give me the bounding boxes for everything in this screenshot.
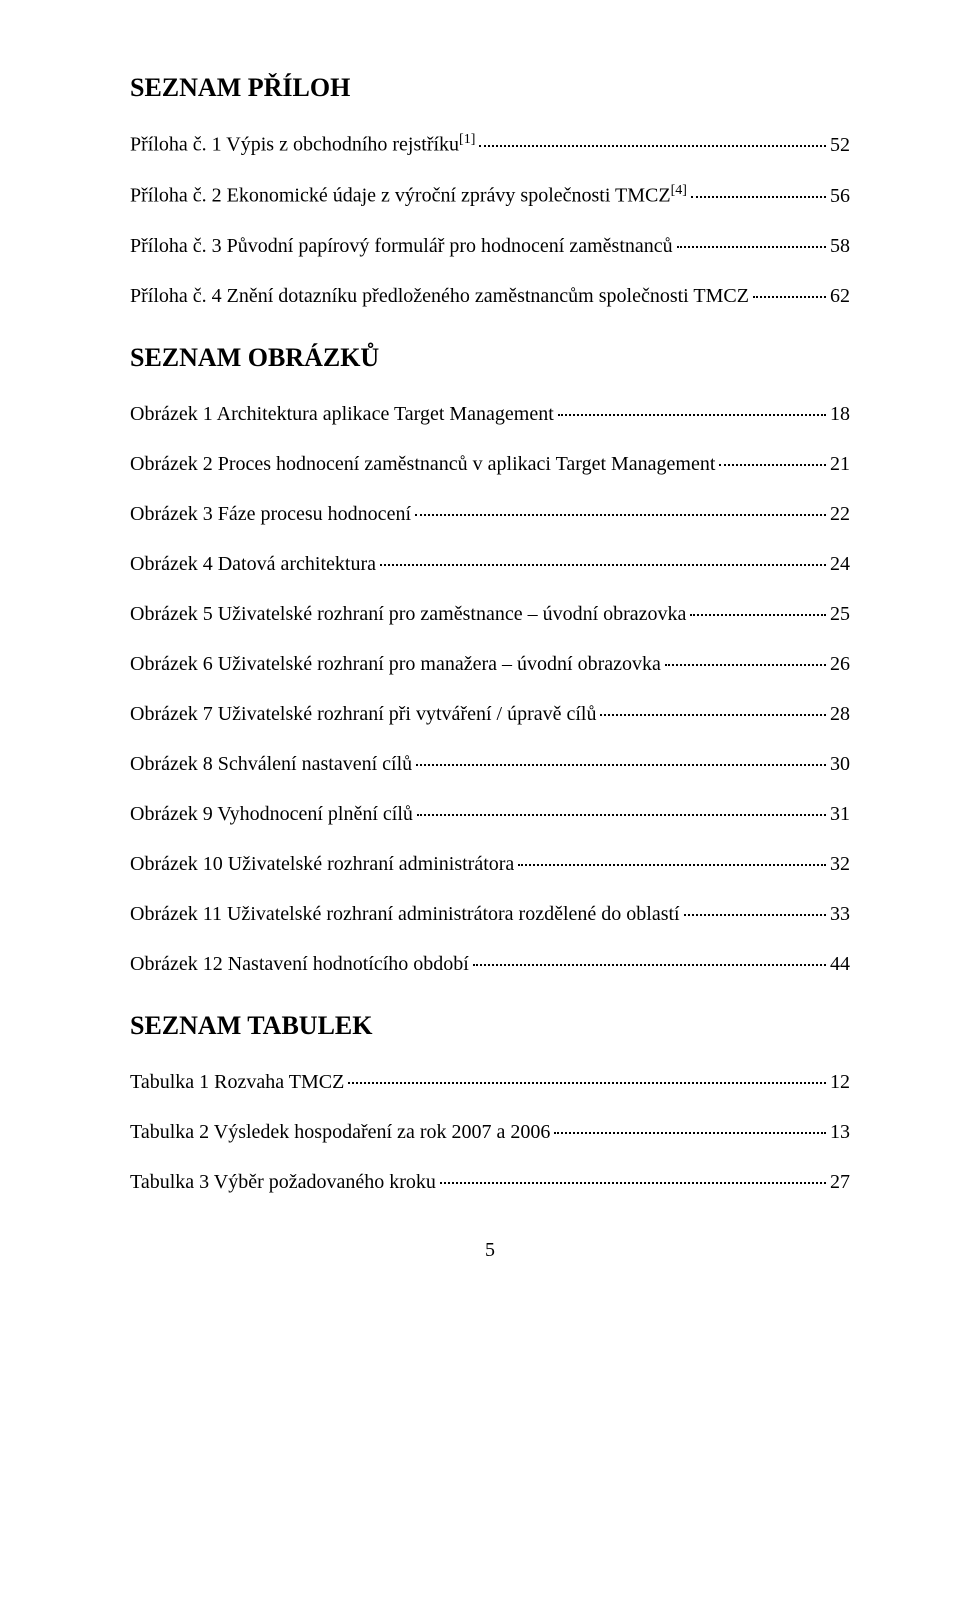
toc-entry: Obrázek 9 Vyhodnocení plnění cílů 31: [130, 800, 850, 828]
toc-entry-leader: [416, 764, 826, 766]
toc-entry: Obrázek 3 Fáze procesu hodnocení 22: [130, 500, 850, 528]
toc-entry-page: 24: [830, 550, 850, 578]
toc-entry-leader: [719, 464, 826, 466]
toc-entry-page: 52: [830, 131, 850, 159]
toc-entry: Tabulka 3 Výběr požadovaného kroku 27: [130, 1168, 850, 1196]
toc-entry-page: 33: [830, 900, 850, 928]
toc-entry-label: Příloha č. 2 Ekonomické údaje z výroční …: [130, 181, 687, 210]
toc-entry-label: Příloha č. 1 Výpis z obchodního rejstřík…: [130, 130, 475, 159]
toc-entry-label: Obrázek 1 Architektura aplikace Target M…: [130, 400, 554, 428]
toc-entry-leader: [380, 564, 826, 566]
toc-entry-label: Obrázek 9 Vyhodnocení plnění cílů: [130, 800, 413, 828]
toc-entry-leader: [479, 145, 826, 147]
toc-entry: Příloha č. 1 Výpis z obchodního rejstřík…: [130, 130, 850, 159]
toc-entry-leader: [415, 514, 826, 516]
toc-entry-sup: [1]: [459, 132, 475, 147]
toc-entry-page: 58: [830, 232, 850, 260]
toc-entry: Obrázek 6 Uživatelské rozhraní pro manaž…: [130, 650, 850, 678]
toc-entry-page: 21: [830, 450, 850, 478]
toc-entry-sup: [4]: [671, 183, 687, 198]
toc-entry-leader: [690, 614, 826, 616]
toc-entry-page: 56: [830, 182, 850, 210]
toc-entry-label: Obrázek 6 Uživatelské rozhraní pro manaž…: [130, 650, 661, 678]
prilohy-list: Příloha č. 1 Výpis z obchodního rejstřík…: [130, 130, 850, 309]
toc-entry-page: 18: [830, 400, 850, 428]
toc-entry-label: Obrázek 5 Uživatelské rozhraní pro zaměs…: [130, 600, 686, 628]
toc-entry: Příloha č. 4 Znění dotazníku předloženéh…: [130, 282, 850, 310]
toc-entry-leader: [677, 246, 826, 248]
toc-entry-label: Tabulka 1 Rozvaha TMCZ: [130, 1068, 344, 1096]
toc-entry-page: 31: [830, 800, 850, 828]
toc-entry: Obrázek 10 Uživatelské rozhraní administ…: [130, 850, 850, 878]
toc-entry: Obrázek 12 Nastavení hodnotícího období 4…: [130, 950, 850, 978]
toc-entry: Obrázek 1 Architektura aplikace Target M…: [130, 400, 850, 428]
toc-entry-leader: [691, 196, 826, 198]
toc-entry-label: Obrázek 8 Schválení nastavení cílů: [130, 750, 412, 778]
toc-entry: Obrázek 5 Uživatelské rozhraní pro zaměs…: [130, 600, 850, 628]
toc-entry-leader: [600, 714, 826, 716]
toc-entry-leader: [684, 914, 826, 916]
obrazky-list: Obrázek 1 Architektura aplikace Target M…: [130, 400, 850, 978]
toc-entry-page: 22: [830, 500, 850, 528]
toc-entry-label: Příloha č. 3 Původní papírový formulář p…: [130, 232, 673, 260]
toc-entry: Obrázek 11 Uživatelské rozhraní administ…: [130, 900, 850, 928]
toc-entry-leader: [753, 296, 826, 298]
toc-entry-label: Obrázek 10 Uživatelské rozhraní administ…: [130, 850, 514, 878]
toc-entry-page: 26: [830, 650, 850, 678]
toc-entry-leader: [558, 414, 826, 416]
toc-entry: Obrázek 8 Schválení nastavení cílů 30: [130, 750, 850, 778]
toc-entry: Příloha č. 3 Původní papírový formulář p…: [130, 232, 850, 260]
toc-entry-label: Tabulka 2 Výsledek hospodaření za rok 20…: [130, 1118, 550, 1146]
toc-entry-label: Tabulka 3 Výběr požadovaného kroku: [130, 1168, 436, 1196]
heading-seznam-obrazku: SEZNAM OBRÁZKŮ: [130, 340, 850, 376]
toc-entry-page: 27: [830, 1168, 850, 1196]
toc-entry: Obrázek 4 Datová architektura 24: [130, 550, 850, 578]
toc-entry-leader: [440, 1182, 826, 1184]
toc-entry-page: 62: [830, 282, 850, 310]
toc-entry-label: Obrázek 3 Fáze procesu hodnocení: [130, 500, 411, 528]
toc-entry-leader: [473, 964, 826, 966]
toc-entry-label: Obrázek 2 Proces hodnocení zaměstnanců v…: [130, 450, 715, 478]
toc-entry-leader: [348, 1082, 826, 1084]
toc-entry-page: 13: [830, 1118, 850, 1146]
toc-entry: Příloha č. 2 Ekonomické údaje z výroční …: [130, 181, 850, 210]
toc-entry-label: Obrázek 7 Uživatelské rozhraní při vytvá…: [130, 700, 596, 728]
toc-entry-page: 25: [830, 600, 850, 628]
toc-entry-page: 30: [830, 750, 850, 778]
toc-entry-leader: [554, 1132, 826, 1134]
toc-entry: Tabulka 2 Výsledek hospodaření za rok 20…: [130, 1118, 850, 1146]
toc-entry: Obrázek 7 Uživatelské rozhraní při vytvá…: [130, 700, 850, 728]
heading-seznam-tabulek: SEZNAM TABULEK: [130, 1008, 850, 1044]
toc-entry-page: 44: [830, 950, 850, 978]
toc-entry: Tabulka 1 Rozvaha TMCZ 12: [130, 1068, 850, 1096]
toc-entry: Obrázek 2 Proces hodnocení zaměstnanců v…: [130, 450, 850, 478]
page-number: 5: [130, 1236, 850, 1264]
toc-entry-leader: [518, 864, 826, 866]
toc-entry-page: 32: [830, 850, 850, 878]
toc-entry-page: 28: [830, 700, 850, 728]
toc-entry-leader: [665, 664, 826, 666]
toc-entry-page: 12: [830, 1068, 850, 1096]
heading-seznam-priloh: SEZNAM PŘÍLOH: [130, 70, 850, 106]
tabulky-list: Tabulka 1 Rozvaha TMCZ 12 Tabulka 2 Výsled…: [130, 1068, 850, 1196]
toc-entry-label: Příloha č. 4 Znění dotazníku předloženéh…: [130, 282, 749, 310]
toc-entry-label: Obrázek 4 Datová architektura: [130, 550, 376, 578]
toc-entry-label: Obrázek 12 Nastavení hodnotícího období: [130, 950, 469, 978]
toc-entry-leader: [417, 814, 826, 816]
toc-entry-label: Obrázek 11 Uživatelské rozhraní administ…: [130, 900, 680, 928]
